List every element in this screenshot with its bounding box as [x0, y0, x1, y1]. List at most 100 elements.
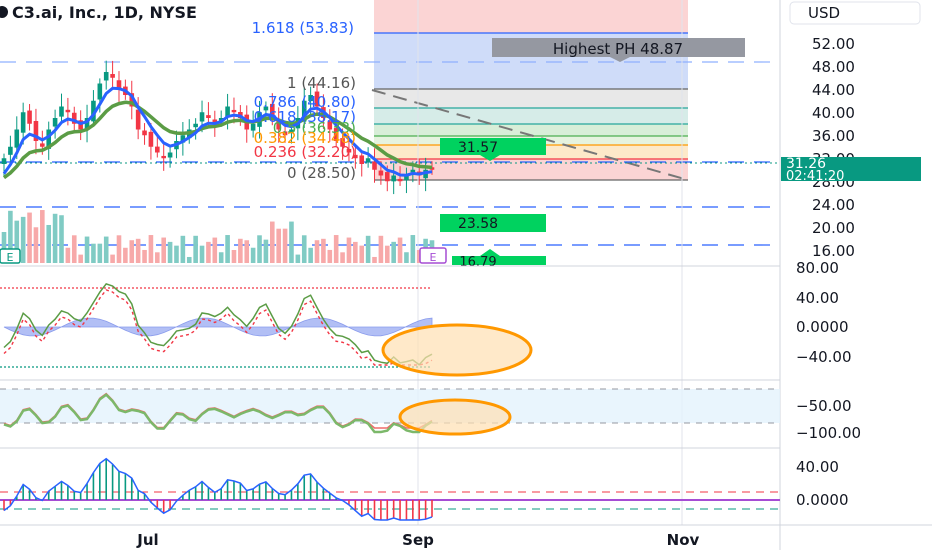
volume-bar: [359, 245, 365, 263]
volume-bar: [97, 243, 103, 263]
volume-bar: [346, 237, 352, 263]
trend-line[interactable]: [371, 89, 689, 181]
candle-body: [314, 91, 320, 107]
osc3-pane: [0, 457, 780, 521]
volume-bar: [14, 220, 20, 263]
earnings-marker-left[interactable]: E: [0, 248, 21, 264]
svg-text:Sep: Sep: [402, 531, 434, 549]
volume-bar: [135, 238, 141, 263]
last-price-badge[interactable]: 31.26 02:41:20: [781, 156, 921, 184]
volume-bar: [193, 235, 198, 263]
fib-zone-teal: [374, 108, 688, 124]
svg-text:52.00: 52.00: [812, 35, 855, 53]
candle-body: [103, 72, 109, 81]
candle-body: [333, 128, 339, 141]
volume-bar: [1, 232, 7, 263]
volume-bar: [65, 247, 71, 263]
osc3-line: [3, 457, 433, 521]
candle-body: [397, 178, 403, 182]
volume-bar: [327, 249, 333, 263]
candle-body: [116, 80, 122, 90]
volume-bar: [263, 239, 269, 263]
svg-text:48.00: 48.00: [812, 58, 855, 76]
svg-text:E: E: [7, 251, 14, 264]
fib-zone-green: [374, 124, 688, 136]
candle-body: [71, 112, 77, 124]
tag-low[interactable]: 16.79: [452, 249, 546, 270]
volume-bar: [206, 241, 211, 263]
volume-bar: [257, 235, 262, 263]
svg-text:40.00: 40.00: [812, 104, 855, 122]
candle-body: [269, 103, 275, 118]
volume-bar: [129, 240, 135, 263]
volume-bar: [20, 216, 26, 263]
volume-bar: [404, 252, 409, 263]
volume-bar: [250, 247, 256, 263]
currency-button[interactable]: [789, 1, 921, 25]
candle-body: [231, 109, 237, 113]
earnings-marker-right[interactable]: E: [419, 247, 447, 264]
volume-bar: [244, 240, 250, 263]
volume-bar: [180, 235, 186, 263]
volume-bar: [46, 224, 52, 263]
candle-body: [46, 129, 52, 149]
volume-bar: [340, 252, 345, 263]
currency-label: USD: [808, 4, 840, 22]
candle-body: [250, 123, 256, 131]
osc-axes: 80.00 40.00 0.0000 −40.00 −50.00 −100.00…: [796, 259, 861, 509]
svg-text:40.00: 40.00: [796, 289, 839, 307]
osc1-histogram: [3, 317, 433, 337]
volume-bar: [167, 241, 173, 263]
candle-body: [135, 109, 141, 130]
tag-mid[interactable]: 23.58: [440, 214, 546, 232]
candle-body: [289, 129, 294, 133]
volume-bar: [397, 237, 403, 263]
ema-fast-line: [2, 86, 433, 177]
volume-bar: [27, 212, 32, 263]
volume-bar: [301, 235, 307, 263]
time-axis[interactable]: Jul Sep Nov: [136, 531, 699, 549]
volume-bar: [269, 221, 275, 263]
svg-text:E: E: [430, 251, 437, 264]
svg-text:31.57: 31.57: [458, 140, 498, 156]
volume-bar: [186, 256, 192, 263]
price-axis[interactable]: USD 52.00 48.00 44.00 40.00 36.00 32.00 …: [789, 1, 921, 260]
volume-bar: [231, 249, 237, 263]
volume-bar: [276, 228, 281, 263]
volume-bar: [410, 235, 416, 263]
fib-label: 0 (28.50): [287, 164, 356, 182]
candle-body: [129, 93, 135, 107]
svg-text:−40.00: −40.00: [796, 348, 852, 366]
highest-callout[interactable]: Highest PH 48.87: [492, 38, 745, 62]
candle-body: [1, 158, 7, 164]
svg-text:36.00: 36.00: [812, 127, 855, 145]
volume-bar: [8, 210, 13, 263]
candle-body: [263, 106, 269, 111]
volume-bar: [52, 213, 58, 263]
osc3-histogram: [3, 458, 433, 520]
forecast-zone-red: [374, 0, 688, 33]
fib-label: 1.618 (53.83): [252, 19, 354, 37]
chart-title[interactable]: C3.ai, Inc., 1D, NYSE: [12, 3, 197, 22]
svg-text:−50.00: −50.00: [796, 397, 852, 415]
svg-text:−100.00: −100.00: [796, 424, 861, 442]
osc1-signal-line: [3, 289, 433, 366]
osc2-highlight: [398, 398, 512, 436]
candle-body: [59, 106, 64, 117]
volume-bar: [384, 245, 390, 263]
tag-upper[interactable]: 31.57: [440, 138, 546, 161]
candle-body: [161, 155, 167, 159]
candle-body: [378, 170, 384, 176]
candle-body: [110, 74, 115, 78]
volume-bar: [282, 228, 288, 263]
fib-labels: 1.618 (53.83) 1 (44.16) 0.786 (40.80) 0.…: [252, 19, 356, 182]
volume-bar: [199, 245, 205, 263]
volume-bar: [314, 240, 320, 263]
volume-bar: [391, 241, 396, 263]
candle-body: [199, 112, 205, 122]
volume-bar: [40, 210, 45, 263]
candle-body: [193, 123, 198, 128]
symbol-logo-icon: [0, 6, 8, 18]
volume-bar: [289, 221, 294, 263]
